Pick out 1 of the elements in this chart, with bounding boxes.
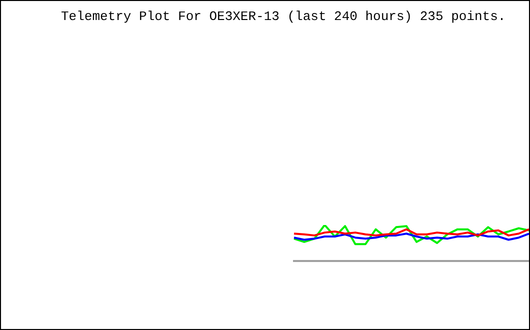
chart-title: Telemetry Plot For OE3XER-13 (last 240 hours) 235 points.	[60, 9, 507, 24]
